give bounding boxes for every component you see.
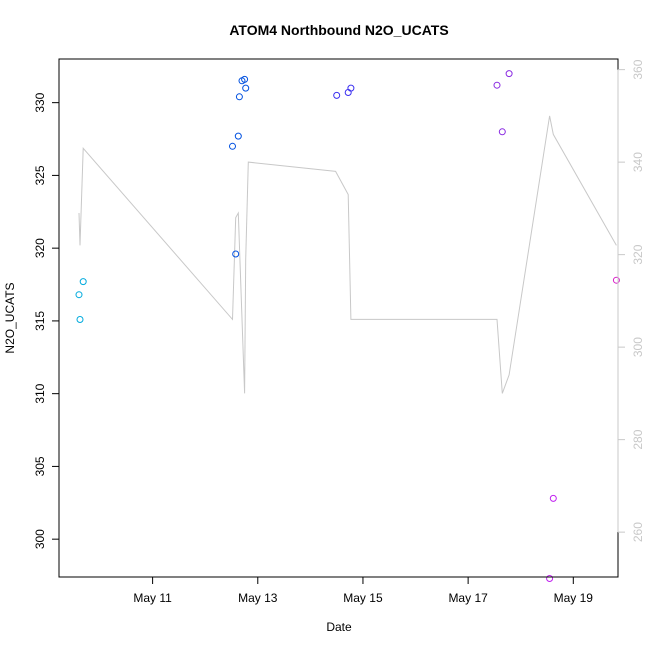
y2-tick-label: 260 bbox=[631, 522, 645, 542]
y2-axis: 260 280 300 320 340 360 bbox=[617, 59, 645, 542]
data-point bbox=[493, 81, 501, 89]
data-point bbox=[344, 89, 352, 96]
y2-tick-label: 300 bbox=[631, 337, 645, 357]
data-point bbox=[333, 91, 341, 99]
data-point bbox=[505, 70, 513, 78]
data-point bbox=[232, 250, 240, 258]
y2-tick-label: 360 bbox=[631, 59, 645, 79]
data-point bbox=[229, 142, 236, 150]
y2-tick-label: 280 bbox=[631, 429, 645, 449]
x-tick-label: May 11 bbox=[133, 591, 172, 605]
data-point bbox=[76, 316, 84, 323]
data-point bbox=[549, 494, 557, 502]
y-tick-label: 320 bbox=[33, 238, 47, 258]
x-tick-label: May 19 bbox=[554, 591, 594, 605]
data-point bbox=[612, 276, 620, 284]
y-tick-label: 325 bbox=[33, 165, 47, 185]
y2-tick-label: 320 bbox=[631, 244, 645, 264]
y-tick-label: 310 bbox=[33, 383, 47, 403]
y-tick-label: 300 bbox=[33, 529, 47, 549]
plot-frame bbox=[58, 58, 619, 578]
x-axis-label: Date bbox=[326, 620, 352, 634]
y-tick-label: 315 bbox=[33, 311, 47, 331]
data-point bbox=[241, 75, 249, 83]
x-axis: May 11 May 13 May 15 May 17 May 19 bbox=[133, 576, 594, 605]
y-tick-label: 305 bbox=[33, 456, 47, 476]
y-axis-label: N2O_UCATS bbox=[3, 282, 17, 353]
x-tick-label: May 17 bbox=[448, 591, 488, 605]
secondary-line-layer bbox=[78, 115, 617, 394]
data-point bbox=[79, 278, 87, 286]
data-point bbox=[498, 128, 506, 136]
secondary-series-line bbox=[78, 115, 617, 394]
data-point bbox=[235, 93, 243, 101]
y2-tick-label: 340 bbox=[631, 152, 645, 172]
data-point bbox=[242, 84, 250, 92]
data-point bbox=[234, 132, 242, 140]
data-point bbox=[75, 291, 83, 299]
y-tick-label: 330 bbox=[33, 92, 47, 112]
data-point bbox=[546, 575, 554, 582]
x-tick-label: May 15 bbox=[343, 591, 383, 605]
chart-title: ATOM4 Northbound N2O_UCATS bbox=[229, 22, 448, 38]
data-point bbox=[347, 84, 355, 92]
points-layer bbox=[75, 70, 620, 582]
x-tick-label: May 13 bbox=[238, 591, 278, 605]
y-axis: 300 305 310 315 320 325 330 bbox=[33, 92, 60, 549]
